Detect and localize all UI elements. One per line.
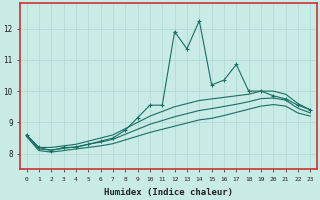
X-axis label: Humidex (Indice chaleur): Humidex (Indice chaleur) bbox=[104, 188, 233, 197]
